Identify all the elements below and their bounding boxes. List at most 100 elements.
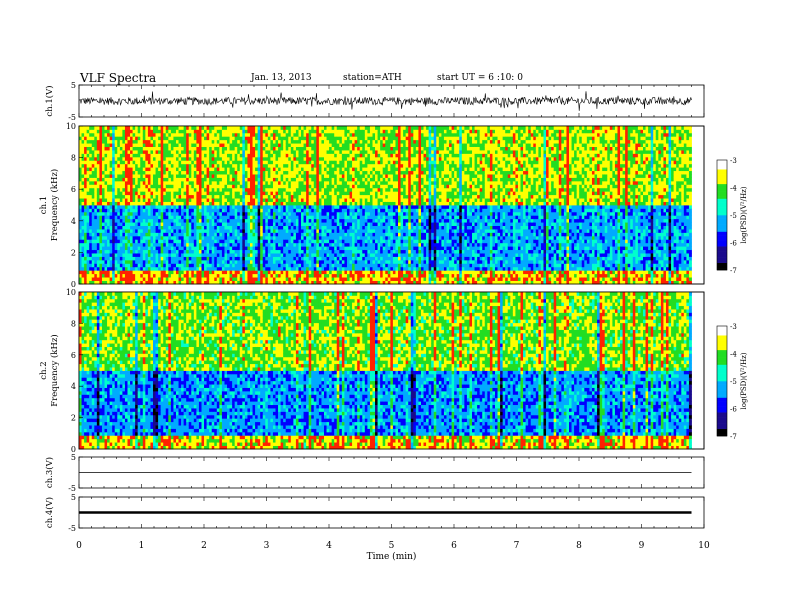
ch1-spectrogram-cell [148,157,151,161]
ch1-spectrogram-cell [133,212,136,216]
ch1-spectrogram-cell [148,167,151,171]
ch1-spectrogram-cell [84,164,87,168]
ch1-spectrogram-cell [171,277,174,281]
ch1-spectrogram-cell [189,126,192,130]
ch1-spectrogram-cell [107,140,110,144]
ch1-spectrogram-cell [122,250,125,254]
ch1-spectrogram-cell [163,222,166,226]
ch1-spectrogram-cell [166,143,169,147]
ch1-spectrogram-cell [148,147,151,151]
ch1-spectrogram-cell [110,239,113,243]
ch1-spectrogram-cell [89,277,92,281]
ch1-spectrogram-cell [92,250,95,254]
ch1-spectrogram-cell [115,184,118,188]
ch1-spectrogram-cell [199,126,202,130]
ch1-spectrogram-cell [173,133,176,137]
ch1-spectrogram-cell [127,222,130,226]
ch1-spectrogram-cell [163,150,166,154]
ch1-spectrogram-cell [179,232,182,236]
ch1-spectrogram-cell [166,277,169,281]
ch1-spectrogram-cell [171,147,174,151]
ch1-spectrogram-cell [163,229,166,233]
ch1-spectrogram-cell [130,160,133,164]
ch1-spectrogram-cell [171,160,174,164]
ch1-spectrogram-cell [186,153,189,157]
ch1-spectrogram-cell [82,208,85,212]
ch1-spectrogram-cell [156,195,159,199]
ch1-spectrogram-cell [150,226,153,230]
ch1-spectrogram-cell [184,257,187,261]
ch1-spectrogram-cell [168,191,171,195]
ch1-spectrogram-cell [112,140,115,144]
ch1-spectrogram-cell [133,153,136,157]
ch1-spectrogram-cell [202,160,205,164]
ch1-spectrogram-cell [204,253,207,257]
ch1-spectrogram-cell [112,136,115,140]
ch1-spectrogram-cell [171,260,174,264]
ch1-spectrogram-cell [184,274,187,278]
ch1-spectrogram-cell [199,260,202,264]
ch1-spectrogram-cell [161,250,164,254]
ch1-spectrogram-cell [87,226,90,230]
ch1-spectrogram-cell [140,178,143,182]
ch1-spectrogram-cell [171,243,174,247]
ch1-spectrogram-cell [97,253,100,257]
ch1-spectrogram-cell [99,239,102,243]
ch1-spectrogram-cell [99,140,102,144]
ch1-spectrogram-cell [161,157,164,161]
ch1-spectrogram-cell [105,219,108,223]
ch1-spectrogram-cell [89,143,92,147]
ch1-spectrogram-cell [186,126,189,130]
ch1-spectrogram-cell [173,202,176,206]
ch1-spectrogram-cell [94,195,97,199]
ch1-spectrogram-cell [112,147,115,151]
ch1-spectrogram-cell [202,260,205,264]
ch1-spectrogram-cell [102,260,105,264]
ch1-spectrogram-cell [107,181,110,185]
ch1-spectrogram-cell [156,160,159,164]
ch1-spectrogram-cell [145,277,148,281]
ch1-spectrogram-cell [150,164,153,168]
ch1-spectrogram-cell [202,184,205,188]
ch1-spectrogram-cell [181,229,184,233]
ch1-spectrogram-cell [150,270,153,274]
ch1-spectrogram-cell [194,277,197,281]
ch1-spectrogram-cell [112,274,115,278]
ch1-spectrogram-cell [92,140,95,144]
ch1-spectrogram-cell [204,195,207,199]
ch1-spectrogram-cell [127,153,130,157]
ch1-spectrogram-cell [191,205,194,209]
ch1-spectrogram-cell [138,147,141,151]
ch1-spectrogram-cell [87,277,90,281]
ch1-spectrogram-cell [107,136,110,140]
ch1-spectrogram-cell [189,267,192,271]
ch1-spectrogram-cell [102,160,105,164]
ch1-spectrogram-cell [133,136,136,140]
ch1-spectrogram-cell [102,202,105,206]
ch1-spectrogram-cell [120,263,123,267]
ch1-spectrogram-cell [184,136,187,140]
ch1-spectrogram-cell [89,267,92,271]
ch1-spectrogram-cell [184,270,187,274]
ch1-spectrogram-cell [196,153,199,157]
ch1-spectrogram-cell [181,191,184,195]
ch1-spectrogram-cell [127,239,130,243]
ch1-spectrogram-cell [89,274,92,278]
ch1-spectrogram-cell [115,250,118,254]
ch1-spectrogram-cell [135,174,138,178]
ch1-spectrogram-cell [138,229,141,233]
ch1-spectrogram-cell [140,147,143,151]
ch1-spectrogram-cell [153,191,156,195]
ch1-spectrogram-cell [117,236,120,240]
ch1-spectrogram-cell [115,267,118,271]
ch1-spectrogram-cell [82,257,85,261]
ch1-spectrogram-cell [133,157,136,161]
ch1-spectrogram-cell [158,157,161,161]
ch1-spectrogram-cell [163,129,166,133]
ch1-spectrogram-cell [94,147,97,151]
ch1-spectrogram-cell [145,232,148,236]
ch1-spectrogram-cell [97,174,100,178]
ch1-spectrogram-cell [158,178,161,182]
ch1-spectrogram-cell [153,257,156,261]
ch1-spectrogram-cell [89,226,92,230]
